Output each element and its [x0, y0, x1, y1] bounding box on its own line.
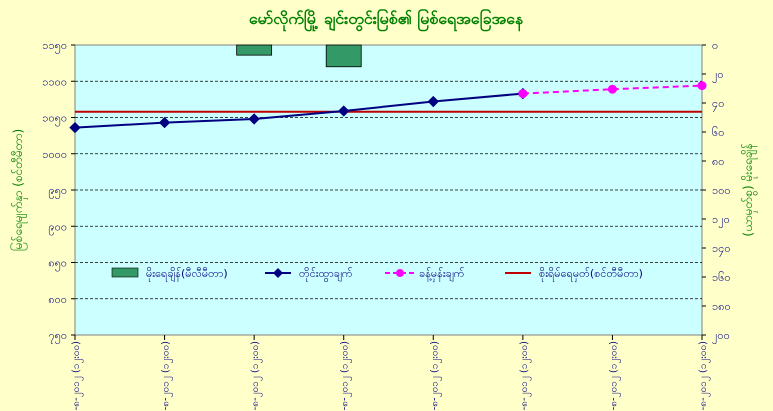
y-tick-label-left: ၁၁၅၀: [42, 39, 67, 54]
measured-line: [74, 92, 523, 129]
x-tick-label: ၂၀-၈-၂၀၁၂ (၁၂း၀၀): [698, 341, 711, 411]
x-tick-label: ၁၅-၈-၂၀၁၂ (၁၂း၀၀): [250, 341, 263, 411]
rainfall-bar: [236, 44, 273, 56]
legend-marker-forecast: [396, 269, 404, 277]
legend-label: စိုးရိမ်ရေမှတ်(စင်တီမီတာ): [539, 267, 643, 282]
y-tick-label-left: ၈၀၀: [48, 293, 67, 306]
y-tick-label-right: ၁၈၀: [712, 300, 731, 313]
x-tick-label: ၁၉-၈-၂၀၁၂ (၁၂း၀၀): [608, 341, 621, 411]
legend-label: ခန့်မှန်းချက်: [419, 267, 465, 282]
y-tick-label-right: ၁၀၀: [712, 184, 731, 197]
y-tick-label-right: ၁၂၀: [712, 213, 730, 228]
y-tick-label-left: ၈၅၀: [48, 257, 67, 272]
y-tick-label-right: ၂၀၀: [712, 329, 730, 344]
y-tick-label-left: ၁၀၅၀: [42, 112, 67, 127]
y-tick-label-left: ၁၀၀၀: [42, 148, 67, 161]
y-tick-label-right: ၆၀: [712, 126, 724, 139]
forecast-point: [518, 89, 528, 99]
y-tick-label-left: ၉၀၀: [48, 220, 67, 235]
y-axis-label-right: (ယာမှတ်စွ) မိုးရေချိန်: [740, 143, 758, 236]
x-tick-label: ၁၇-၈-၂၀၁၂ (၁၂း၀၀): [429, 341, 442, 411]
forecast-point: [697, 81, 707, 91]
chart-title: မော်လိုက်မြို့ ချင်းတွင်းမြစ်၏ မြစ်ရေအခြ…: [249, 8, 524, 32]
legend-swatch-rainfall: [111, 267, 139, 278]
rainfall-bar: [325, 44, 362, 68]
y-axis-label-left: မြစ်ရေမျက်နှာ (စင်တီမီတာ): [9, 129, 28, 251]
y-tick-label-right: ၂၀: [712, 68, 724, 83]
y-tick-label-left: ၉၅၀: [48, 184, 67, 199]
y-tick-label-right: ၀: [712, 39, 718, 52]
y-tick-label-left: ၁၁၀၀: [42, 75, 67, 88]
legend-label: မိုးရေချိန်(မီလီမီတာ): [146, 267, 228, 282]
x-tick-label: ၁၆-၈-၂၀၁၂ (၁၂း၀၀): [338, 341, 353, 411]
x-tick-label: ၁၄-၈-၂၀၁၂ (၁၂း၀၀): [161, 341, 174, 411]
y-tick-label-right: ၄၀: [712, 97, 724, 112]
y-tick-label-right: ၈၀: [712, 155, 724, 168]
y-tick-label-left: ၇၅၀: [48, 329, 67, 344]
legend-marker-measured: [273, 268, 283, 278]
y-tick-label-right: ၁၆၀: [712, 271, 731, 284]
legend-label: တိုင်းထွာချက်: [299, 267, 353, 282]
y-tick-label-right: ၁၄၀: [712, 242, 731, 257]
x-tick-label: ၁၈-၈-၂၀၁၂ (၁၂း၀၀): [519, 341, 532, 411]
forecast-point: [607, 84, 617, 94]
x-tick-label: ၁၃-၈-၂၀၁၂ (၁၂း၀၀): [71, 341, 84, 411]
